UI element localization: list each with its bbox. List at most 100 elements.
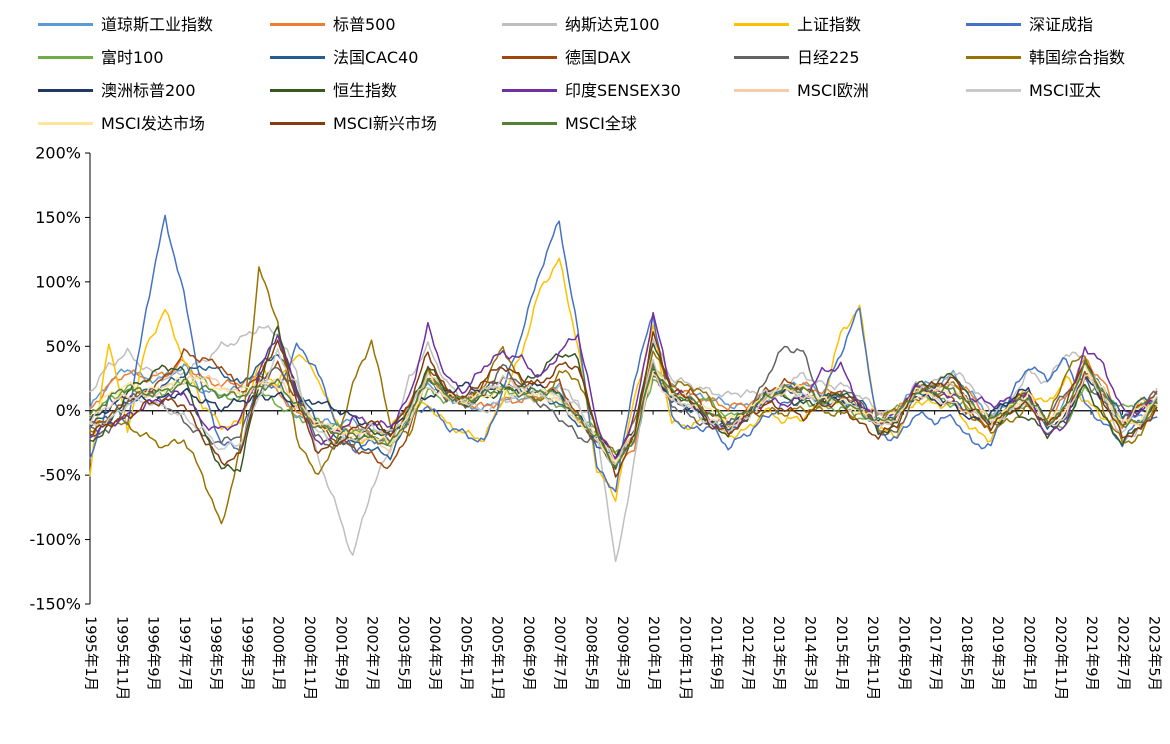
y-tick-label: -50% (40, 466, 81, 485)
legend-label: MSCI亚太 (1029, 80, 1101, 100)
legend-item-6: 法国CAC40 (270, 45, 502, 70)
legend-item-5: 富时100 (38, 45, 270, 70)
x-tick-label: 2000年11月 (301, 616, 318, 700)
series-line-12 (89, 311, 1158, 460)
legend-item-0: 道琼斯工业指数 (38, 12, 270, 37)
x-tick-label: 2008年5月 (583, 616, 600, 691)
legend-label: MSCI欧洲 (797, 80, 869, 100)
legend-item-4: 深证成指 (966, 12, 1170, 37)
legend-swatch (38, 23, 93, 26)
legend-swatch (734, 89, 789, 92)
x-tick-label: 2018年5月 (958, 616, 975, 691)
legend-label: 日经225 (797, 47, 860, 67)
legend-label: 纳斯达克100 (565, 14, 660, 34)
x-tick-label: 2017年7月 (927, 616, 944, 691)
legend-swatch (38, 122, 93, 125)
x-tick-label: 2013年5月 (770, 616, 787, 691)
series-line-2 (89, 325, 1158, 563)
legend-swatch (502, 23, 557, 26)
legend-item-15: MSCI发达市场 (38, 111, 270, 136)
y-tick-label: 150% (35, 208, 81, 227)
x-tick-label: 2020年11月 (1052, 616, 1069, 700)
legend-swatch (966, 56, 1021, 59)
legend-swatch (270, 56, 325, 59)
legend-item-3: 上证指数 (734, 12, 966, 37)
series-line-16 (89, 331, 1158, 478)
chart-legend: 道琼斯工业指数 标普500 纳斯达克100 上证指数 深证成指富时100 法国CAC40 德… (0, 0, 1170, 136)
legend-swatch (270, 122, 325, 125)
legend-swatch (502, 122, 557, 125)
x-tick-label: 2016年9月 (895, 616, 912, 691)
x-tick-label: 2005年1月 (457, 616, 474, 691)
chart-plot: 200% 150% 100% 50% 0% -50% -100% -150%1995年1月 19… (29, 144, 1163, 701)
x-tick-label: 2003年5月 (395, 616, 412, 691)
x-tick-label: 2004年3月 (426, 616, 443, 691)
x-tick-label: 2011年9月 (708, 616, 725, 691)
y-tick-label: 50% (45, 337, 81, 356)
x-tick-label: 2019年3月 (989, 616, 1006, 691)
legend-swatch (734, 23, 789, 26)
x-tick-label: 2021年9月 (1083, 616, 1100, 691)
legend-item-8: 日经225 (734, 45, 966, 70)
legend-item-1: 标普500 (270, 12, 502, 37)
legend-label: 深证成指 (1029, 14, 1094, 34)
x-tick-label: 1996年9月 (145, 616, 162, 691)
x-tick-label: 1995年11月 (113, 616, 130, 700)
x-tick-label: 1995年1月 (82, 616, 99, 691)
x-tick-label: 2001年9月 (332, 616, 349, 691)
x-tick-label: 2023年5月 (1146, 616, 1163, 691)
y-tick-label: -150% (29, 595, 81, 614)
legend-swatch (38, 89, 93, 92)
x-tick-label: 2014年3月 (802, 616, 819, 691)
legend-label: 富时100 (101, 47, 164, 67)
legend-swatch (270, 89, 325, 92)
legend-swatch (502, 56, 557, 59)
x-tick-label: 2009年3月 (614, 616, 631, 691)
legend-item-14: MSCI亚太 (966, 78, 1170, 103)
x-tick-label: 2015年11月 (864, 616, 881, 700)
legend-item-12: 印度SENSEX30 (502, 78, 734, 103)
legend-label: 澳洲标普200 (101, 80, 196, 100)
y-tick-label: 200% (35, 144, 81, 163)
legend-item-13: MSCI欧洲 (734, 78, 966, 103)
y-tick-label: 100% (35, 272, 81, 291)
series-line-14 (89, 348, 1158, 466)
legend-swatch (270, 23, 325, 26)
series-line-17 (89, 359, 1158, 468)
legend-swatch (734, 56, 789, 59)
x-tick-label: 2015年1月 (833, 616, 850, 691)
x-tick-label: 2000年1月 (270, 616, 287, 691)
legend-label: 恒生指数 (333, 80, 398, 100)
y-tick-label: -100% (29, 530, 81, 549)
x-tick-label: 2005年11月 (489, 616, 506, 700)
legend-label: 法国CAC40 (333, 47, 419, 67)
legend-label: 韩国综合指数 (1029, 47, 1126, 67)
x-tick-label: 2020年1月 (1020, 616, 1037, 691)
x-tick-label: 2010年11月 (676, 616, 693, 700)
legend-item-7: 德国DAX (502, 45, 734, 70)
legend-item-9: 韩国综合指数 (966, 45, 1170, 70)
x-tick-label: 1998年5月 (207, 616, 224, 691)
x-tick-label: 2002年7月 (364, 616, 381, 691)
legend-item-2: 纳斯达克100 (502, 12, 734, 37)
legend-swatch (966, 89, 1021, 92)
legend-item-10: 澳洲标普200 (38, 78, 270, 103)
x-tick-label: 2010年1月 (645, 616, 662, 691)
legend-swatch (966, 23, 1021, 26)
legend-swatch (502, 89, 557, 92)
series-line-3 (89, 257, 1158, 503)
x-tick-label: 2012年7月 (739, 616, 756, 691)
legend-label: 德国DAX (565, 47, 631, 67)
legend-label: MSCI发达市场 (101, 113, 205, 133)
legend-label: 道琼斯工业指数 (101, 14, 214, 34)
x-tick-label: 1997年7月 (176, 616, 193, 691)
legend-item-17: MSCI全球 (502, 111, 734, 136)
legend-swatch (38, 56, 93, 59)
legend-label: 上证指数 (797, 14, 862, 34)
legend-label: 标普500 (333, 14, 396, 34)
x-tick-label: 2006年9月 (520, 616, 537, 691)
legend-label: MSCI新兴市场 (333, 113, 437, 133)
x-tick-label: 2007年7月 (551, 616, 568, 691)
y-tick-label: 0% (56, 401, 81, 420)
